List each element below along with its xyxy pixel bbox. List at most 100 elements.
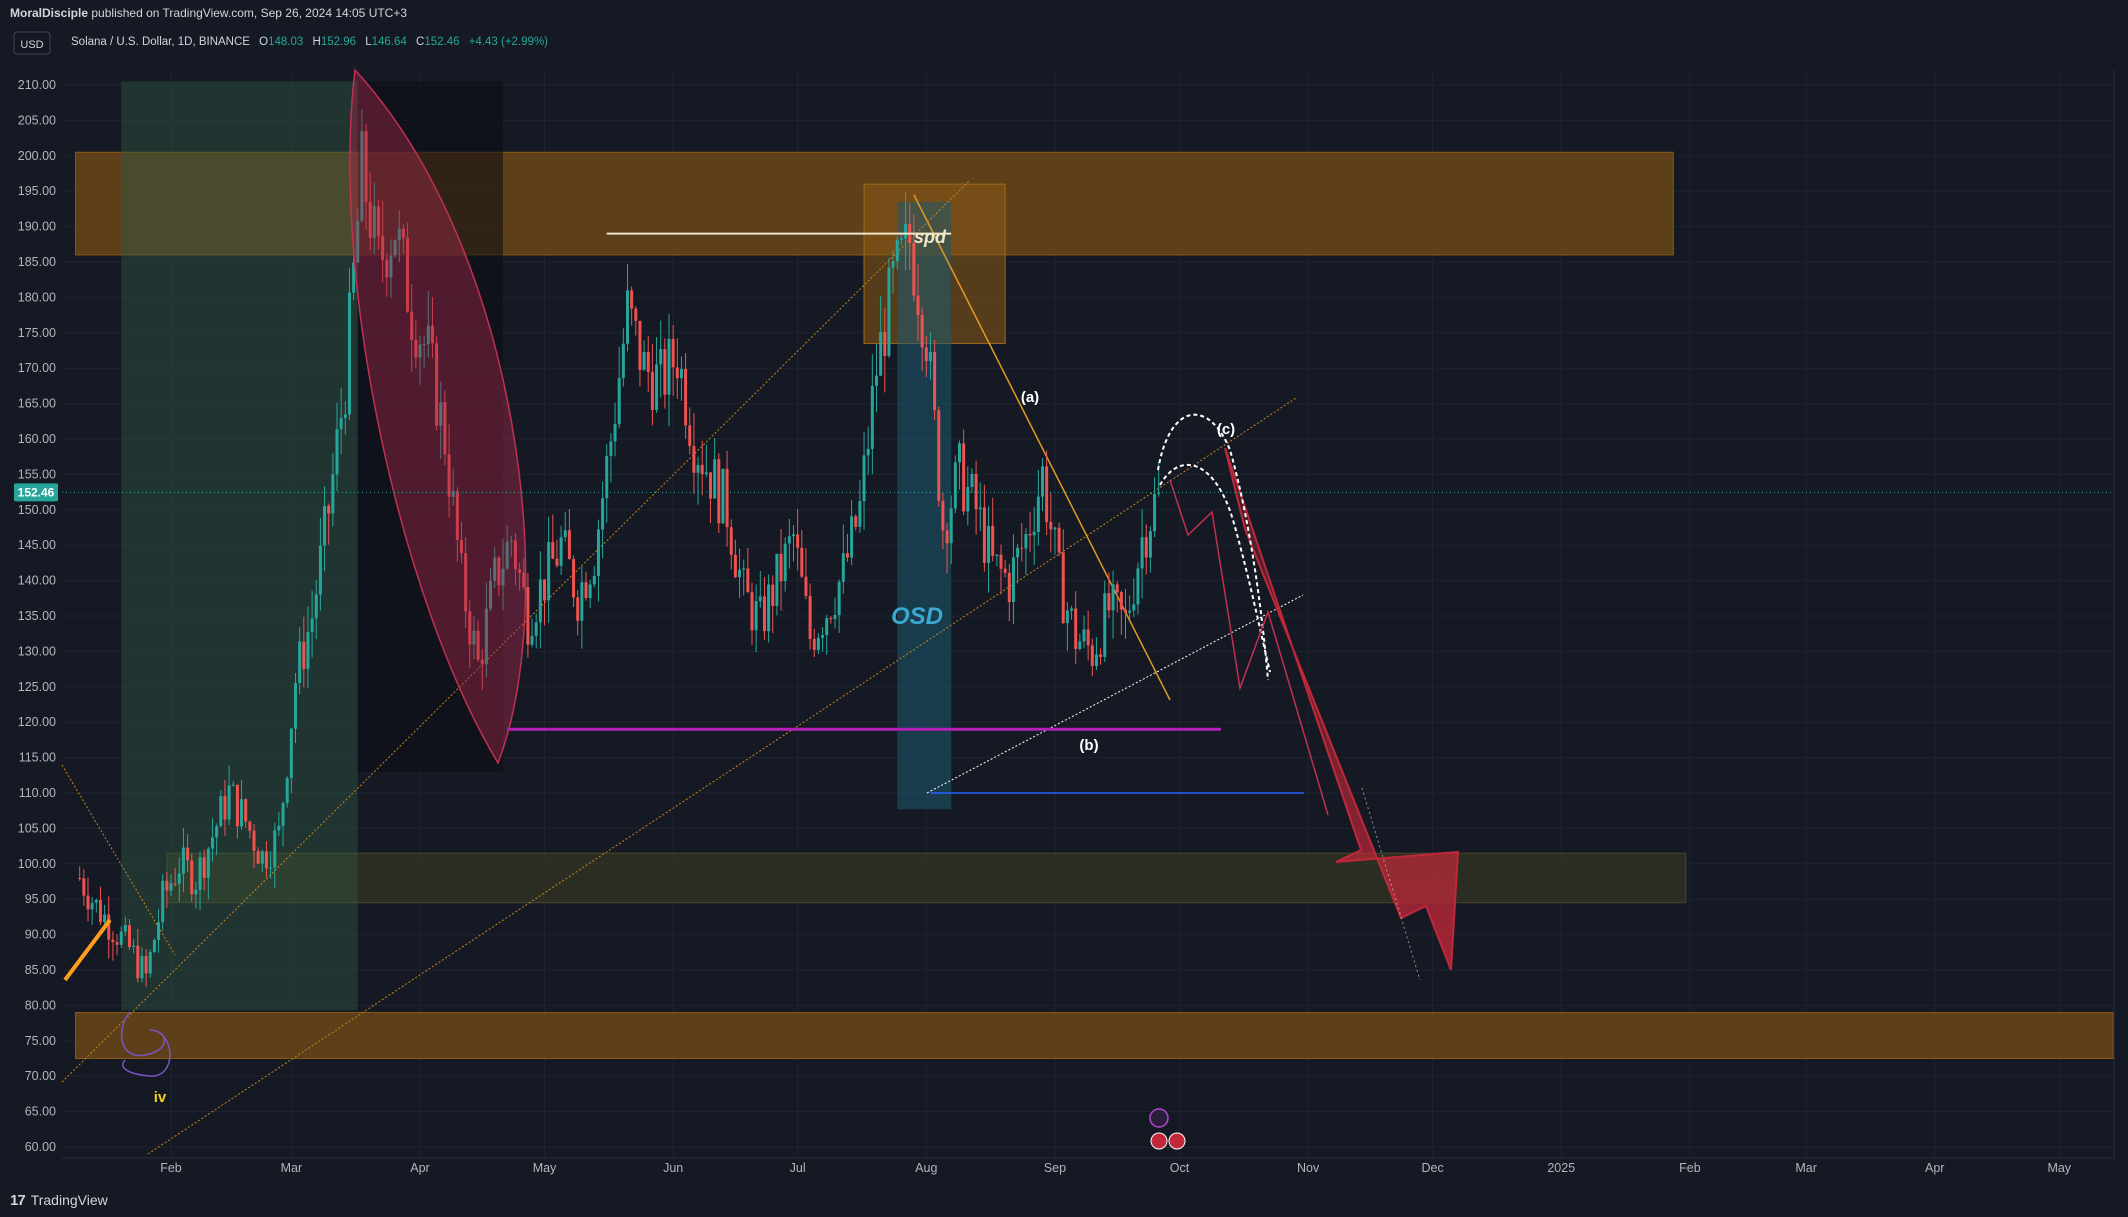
- candle-body: [1140, 537, 1144, 569]
- candle-body: [240, 799, 244, 827]
- y-tick-label: 140.00: [18, 574, 56, 588]
- y-tick-label: 210.00: [18, 78, 56, 92]
- candle-body: [821, 635, 825, 638]
- y-tick-label: 70.00: [25, 1069, 56, 1083]
- candle-body: [1144, 537, 1148, 558]
- x-tick-label: Apr: [1925, 1161, 1944, 1175]
- candle-body: [418, 344, 422, 358]
- candle-body: [177, 873, 181, 884]
- candle-body: [169, 883, 173, 891]
- green-shade: [121, 81, 358, 1011]
- candle-body: [211, 837, 214, 849]
- candle-body: [978, 507, 982, 510]
- candle-body: [347, 292, 351, 415]
- candle-body: [94, 899, 98, 903]
- x-tick-label: 2025: [1547, 1161, 1575, 1175]
- candle-body: [642, 351, 646, 370]
- x-tick-label: May: [2047, 1161, 2071, 1175]
- candle-body: [422, 344, 426, 346]
- candle-body: [621, 343, 625, 379]
- drawings: [63, 68, 1460, 1077]
- candle-body: [1049, 522, 1053, 530]
- tradingview-logo[interactable]: 17 TradingView: [10, 1190, 108, 1210]
- candle-body: [227, 785, 231, 820]
- candle-body: [543, 579, 546, 601]
- handwritten-b-mark: [120, 1011, 171, 1077]
- change-value: +4.43 (+2.99%): [469, 36, 548, 48]
- y-tick-label: 100.00: [18, 857, 56, 871]
- annotations: spd OSD (a) (b) (c) iv: [154, 227, 1235, 1150]
- candle-body: [937, 410, 941, 501]
- x-tick-label: Mar: [1795, 1161, 1817, 1175]
- candle-body: [90, 902, 94, 910]
- annotation-label: OSD: [891, 603, 943, 630]
- candle-body: [933, 351, 937, 411]
- candle-body: [1036, 496, 1040, 532]
- candle-body: [609, 441, 613, 456]
- candle-body: [78, 877, 82, 879]
- y-tick-label: 75.00: [25, 1034, 56, 1048]
- candle-body: [638, 320, 642, 370]
- candle-body: [352, 262, 356, 293]
- candle-body: [148, 951, 152, 974]
- candle-body: [1086, 629, 1090, 646]
- publish-info: MoralDisciple published on TradingView.c…: [10, 6, 407, 20]
- y-tick-label: 160.00: [18, 432, 56, 446]
- candle-body: [202, 857, 206, 878]
- candle-body: [733, 554, 737, 578]
- candle-body: [771, 584, 775, 606]
- candle-body: [592, 575, 596, 585]
- candle-body: [306, 631, 310, 669]
- candle-body: [613, 424, 617, 442]
- candle-body: [522, 572, 526, 588]
- candle-body: [397, 228, 401, 241]
- axes: 210.00 205.00 200.00 195.00 190.00 185.00 180.…: [0, 70, 2128, 1186]
- candle-body: [173, 883, 177, 885]
- candle-body: [157, 922, 161, 941]
- annotation-label: (a): [1021, 389, 1039, 406]
- candle-body: [982, 507, 986, 564]
- candle-body: [567, 530, 571, 560]
- candle-body: [484, 608, 488, 665]
- candle-body: [767, 584, 771, 632]
- candle-body: [588, 584, 592, 599]
- candle-body: [1132, 604, 1136, 611]
- candle-body: [999, 554, 1003, 569]
- event-bolt-icon: [1149, 1108, 1169, 1128]
- candle-body: [194, 889, 198, 895]
- candle-body: [580, 582, 584, 621]
- candle-body: [294, 682, 297, 729]
- candle-body: [393, 240, 397, 256]
- candle-body: [928, 351, 932, 362]
- candle-body: [1115, 584, 1119, 593]
- tradingview-logo-text: TradingView: [30, 1192, 108, 1208]
- candle-body: [269, 867, 273, 869]
- candle-body: [792, 534, 795, 537]
- candle-body: [713, 459, 717, 499]
- candle-body: [891, 261, 895, 268]
- candle-body: [1016, 547, 1020, 558]
- candle-body: [862, 455, 866, 502]
- candle-body: [1020, 547, 1024, 549]
- candle-body: [1128, 610, 1132, 613]
- currency-button-label[interactable]: USD: [20, 39, 43, 51]
- candle-body: [152, 940, 156, 952]
- candle-body: [447, 454, 451, 497]
- candle-body: [223, 796, 227, 820]
- x-axis-strip: [0, 1158, 2128, 1186]
- candle-body: [899, 238, 903, 240]
- x-tick-label: Nov: [1297, 1161, 1320, 1175]
- candle-body: [630, 290, 634, 309]
- candle-body: [879, 331, 883, 376]
- candle-body: [987, 525, 991, 564]
- candle-body: [704, 472, 708, 475]
- currency-button[interactable]: [13, 31, 51, 55]
- candle-body: [406, 237, 410, 312]
- horizontal-levels: [507, 232, 1304, 794]
- candle-body: [497, 557, 501, 586]
- candle-body: [86, 895, 90, 910]
- high-value: 152.96: [321, 36, 356, 48]
- publish-header: MoralDisciple published on TradingView.c…: [0, 0, 2128, 28]
- candle-body: [696, 464, 700, 473]
